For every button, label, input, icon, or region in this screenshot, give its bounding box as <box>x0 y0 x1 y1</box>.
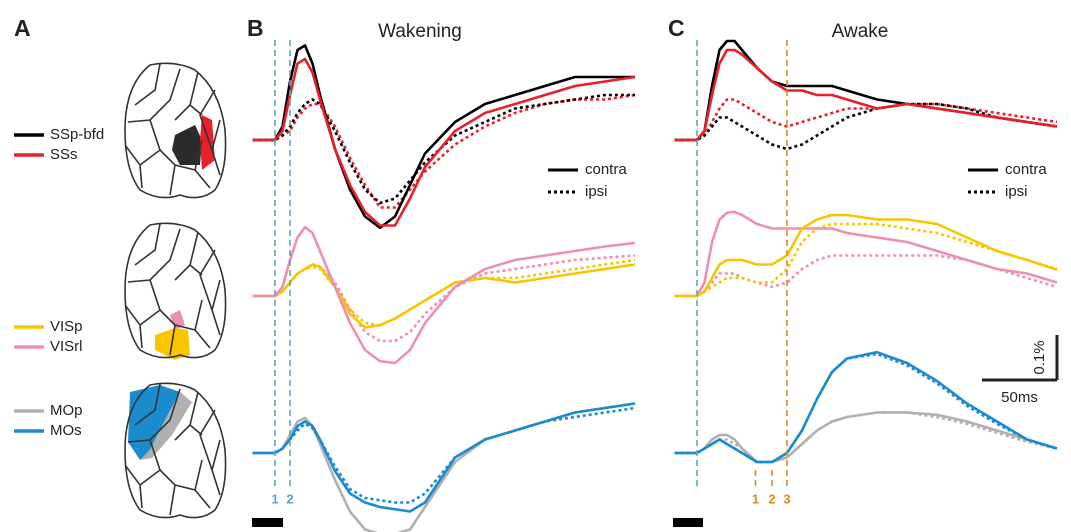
legend-label: VISrl <box>50 338 83 355</box>
event-label: 2 <box>286 491 293 506</box>
trace <box>252 258 636 327</box>
brain-map <box>124 382 227 519</box>
panel-letter: C <box>668 15 685 41</box>
event-label: 2 <box>768 491 775 506</box>
trace <box>252 402 636 513</box>
trace <box>674 39 1058 142</box>
panel-letter: A <box>14 15 31 41</box>
scale-label: 50ms <box>1001 389 1038 406</box>
legend-label: ipsi <box>585 183 608 200</box>
trace <box>674 254 1058 298</box>
panel-letter: B <box>247 15 264 41</box>
scale-label: 0.1% <box>1031 340 1048 374</box>
stimulus-bar <box>673 518 703 527</box>
chart-title: Awake <box>832 21 889 42</box>
legend-label: contra <box>585 161 627 178</box>
traces <box>252 39 1058 532</box>
trace <box>252 57 636 227</box>
trace <box>252 44 635 230</box>
trace <box>252 263 636 329</box>
event-label: 3 <box>783 491 790 506</box>
legend-label: MOp <box>50 402 83 419</box>
trace <box>674 210 1058 298</box>
trace <box>674 350 1058 464</box>
trace <box>674 98 1058 142</box>
chart-title: Wakening <box>378 21 462 42</box>
legend-label: ipsi <box>1005 183 1028 200</box>
brain-map <box>124 222 227 360</box>
event-label: 1 <box>271 491 278 506</box>
panel-a <box>124 62 227 519</box>
legend-label: VISp <box>50 318 83 335</box>
trace <box>252 93 636 209</box>
event-label: 1 <box>752 491 759 506</box>
trace <box>674 411 1058 464</box>
legend-label: MOs <box>50 422 82 439</box>
legend-label: contra <box>1005 161 1047 178</box>
trace <box>252 225 636 365</box>
legend-label: SSp-bfd <box>50 126 104 143</box>
trace <box>674 222 1058 298</box>
legend-label: SSs <box>50 146 78 163</box>
trace <box>252 402 636 532</box>
trace <box>252 93 635 205</box>
stimulus-bar <box>252 518 283 527</box>
trace <box>674 102 1058 151</box>
brain-map <box>124 62 227 199</box>
